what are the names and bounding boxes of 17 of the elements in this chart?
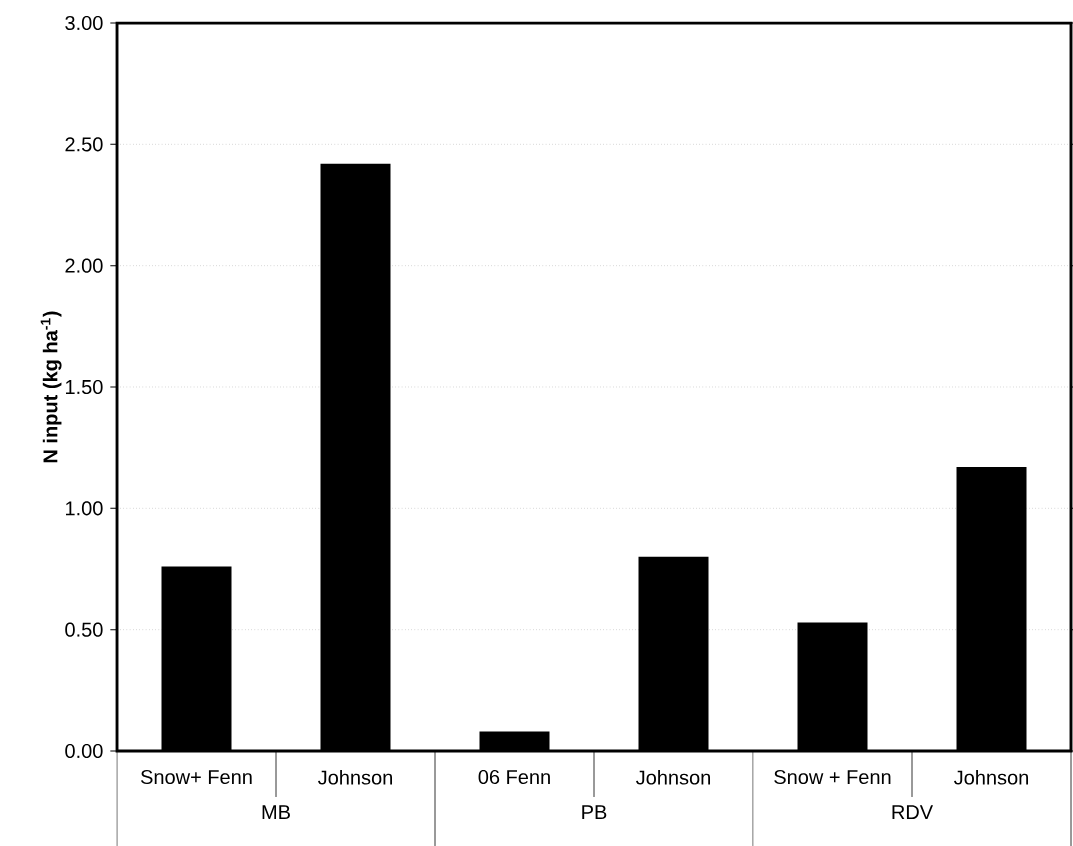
x-tick-label: Snow + Fenn: [774, 769, 891, 785]
y-tick-label: 1.50: [66, 379, 103, 395]
y-tick-label: 1.00: [66, 501, 103, 516]
text: RDV: [892, 805, 934, 819]
y-tick-label: 0.00: [65, 743, 103, 759]
y-tick-label: 3.00: [65, 15, 103, 31]
y-tick-label: 2.00: [65, 258, 103, 273]
x-tick-label: Johnson: [318, 769, 392, 785]
y-tick-label: 2.50: [65, 137, 103, 152]
x-tick-label: Snow+ Fenn: [140, 769, 252, 785]
text: PB: [582, 805, 607, 819]
x-tick-label: 06 Fenn: [478, 769, 550, 785]
y-axis-title: N input (kg ha$^{-1}$): [40, 311, 62, 463]
y-tick-label: 0.50: [65, 622, 103, 637]
x-tick-label: Johnson: [636, 769, 711, 785]
x-tick-label: Johnson: [954, 769, 1029, 785]
text: MB: [262, 805, 290, 819]
